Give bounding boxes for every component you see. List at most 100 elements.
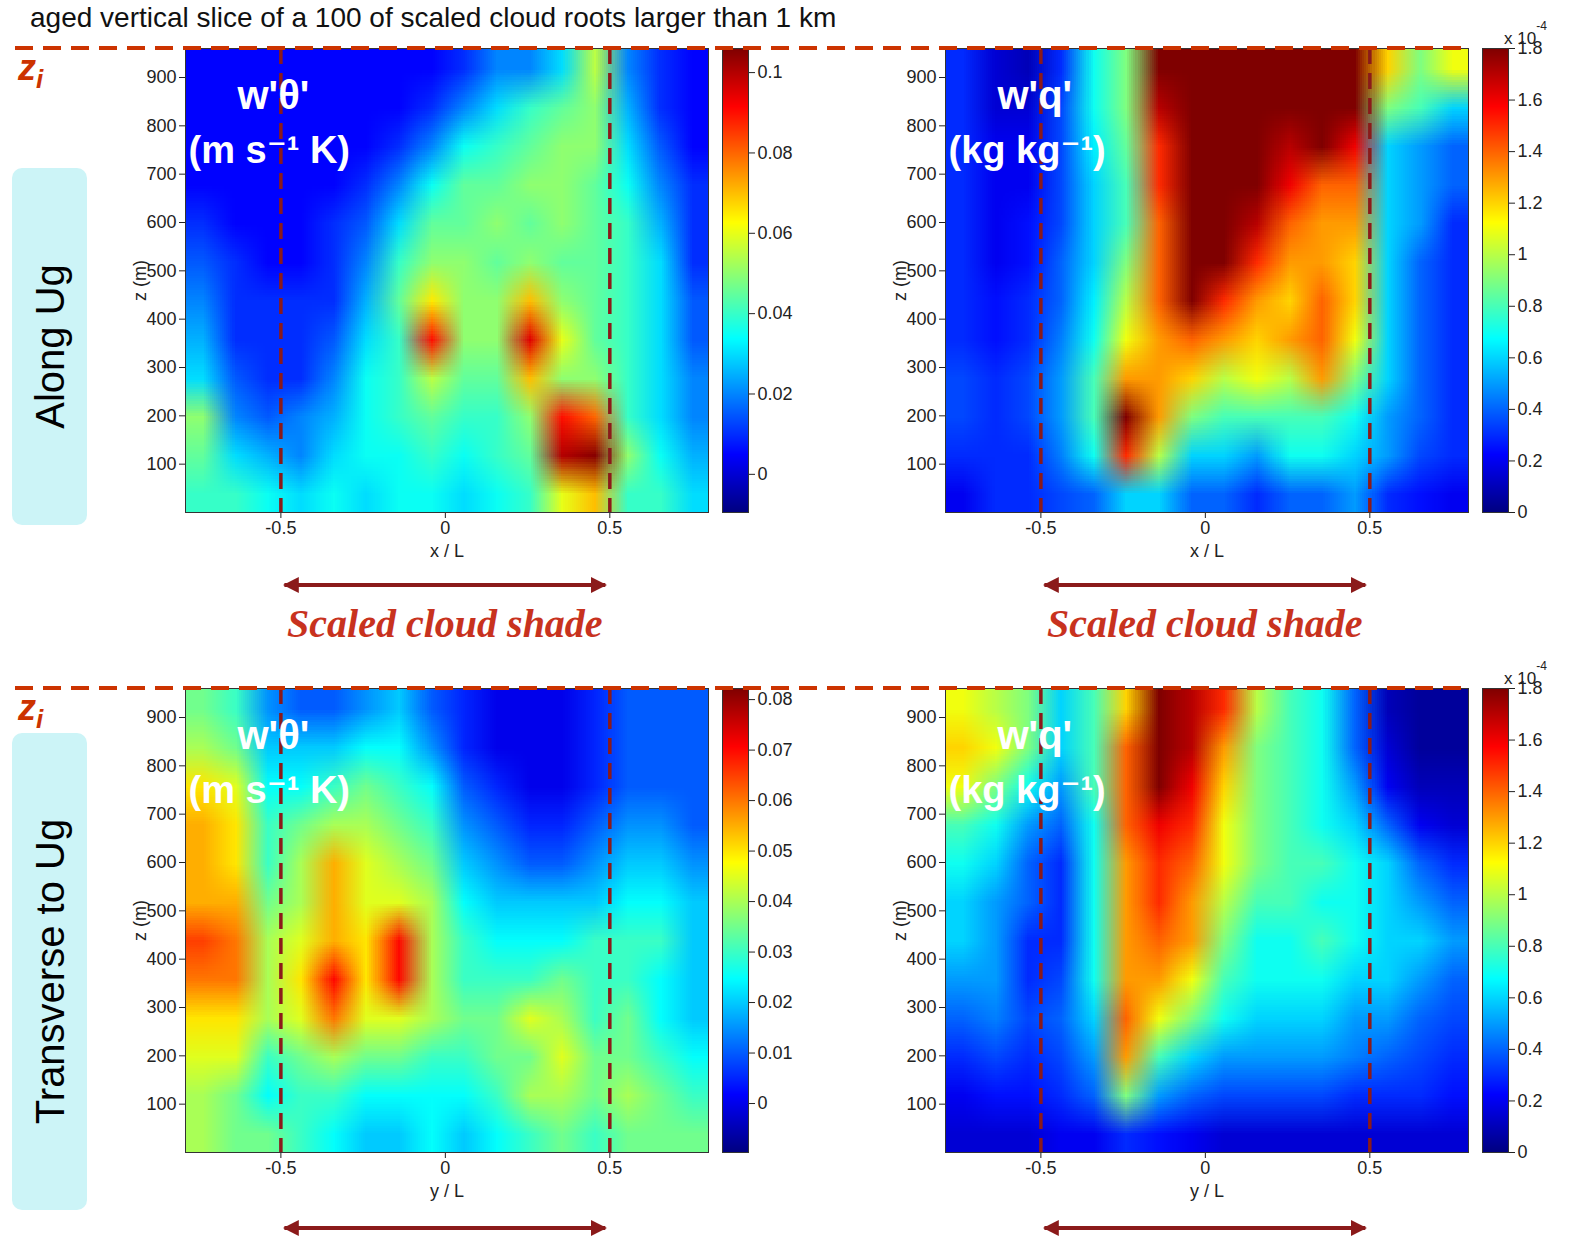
svg-text:Scaled cloud shade: Scaled cloud shade xyxy=(1047,601,1363,646)
svg-text:800: 800 xyxy=(146,756,176,776)
svg-text:-0.5: -0.5 xyxy=(1025,1158,1056,1178)
svg-text:x 10-4: x 10-4 xyxy=(1504,19,1547,48)
svg-text:x / L: x / L xyxy=(430,541,464,561)
svg-text:zi: zi xyxy=(17,687,44,734)
svg-text:300: 300 xyxy=(906,357,936,377)
svg-text:300: 300 xyxy=(906,997,936,1017)
svg-text:600: 600 xyxy=(906,212,936,232)
svg-text:0.04: 0.04 xyxy=(758,891,793,911)
svg-text:200: 200 xyxy=(906,1046,936,1066)
svg-text:Transverse to Ug: Transverse to Ug xyxy=(28,819,72,1124)
svg-text:700: 700 xyxy=(146,804,176,824)
svg-text:0.5: 0.5 xyxy=(597,518,622,538)
svg-text:0: 0 xyxy=(440,1158,450,1178)
svg-text:0.5: 0.5 xyxy=(1357,1158,1382,1178)
svg-text:x 10-4: x 10-4 xyxy=(1504,659,1547,688)
svg-text:400: 400 xyxy=(906,949,936,969)
svg-text:0.4: 0.4 xyxy=(1518,1039,1543,1059)
svg-text:z (m): z (m) xyxy=(130,260,150,301)
svg-text:0.08: 0.08 xyxy=(758,689,793,709)
svg-text:0.02: 0.02 xyxy=(758,992,793,1012)
svg-text:200: 200 xyxy=(146,1046,176,1066)
svg-text:w'q': w'q' xyxy=(997,713,1073,757)
svg-text:400: 400 xyxy=(146,309,176,329)
svg-text:0.6: 0.6 xyxy=(1518,348,1543,368)
svg-text:0.07: 0.07 xyxy=(758,740,793,760)
svg-text:500: 500 xyxy=(906,261,936,281)
svg-text:(kg kg⁻¹): (kg kg⁻¹) xyxy=(949,769,1106,811)
svg-text:100: 100 xyxy=(906,1094,936,1114)
svg-text:600: 600 xyxy=(906,852,936,872)
svg-text:700: 700 xyxy=(146,164,176,184)
svg-text:700: 700 xyxy=(906,164,936,184)
svg-text:z (m): z (m) xyxy=(890,260,910,301)
svg-text:1.4: 1.4 xyxy=(1518,781,1543,801)
svg-text:0.6: 0.6 xyxy=(1518,988,1543,1008)
svg-text:0: 0 xyxy=(758,464,768,484)
svg-text:w'θ': w'θ' xyxy=(237,713,310,757)
svg-text:0.5: 0.5 xyxy=(597,1158,622,1178)
svg-text:600: 600 xyxy=(146,852,176,872)
svg-text:-0.5: -0.5 xyxy=(1025,518,1056,538)
svg-text:100: 100 xyxy=(906,454,936,474)
svg-text:1.8: 1.8 xyxy=(1518,678,1543,698)
svg-text:700: 700 xyxy=(906,804,936,824)
svg-text:300: 300 xyxy=(146,997,176,1017)
svg-text:1.4: 1.4 xyxy=(1518,141,1543,161)
svg-text:400: 400 xyxy=(906,309,936,329)
svg-text:-0.5: -0.5 xyxy=(265,518,296,538)
svg-text:0: 0 xyxy=(758,1093,768,1113)
svg-text:100: 100 xyxy=(146,1094,176,1114)
svg-text:z (m): z (m) xyxy=(890,900,910,941)
svg-text:0.5: 0.5 xyxy=(1357,518,1382,538)
svg-text:0: 0 xyxy=(1518,502,1528,522)
svg-text:1: 1 xyxy=(1518,884,1528,904)
svg-text:-0.5: -0.5 xyxy=(265,1158,296,1178)
svg-text:800: 800 xyxy=(146,116,176,136)
svg-text:500: 500 xyxy=(906,901,936,921)
svg-text:200: 200 xyxy=(146,406,176,426)
svg-text:800: 800 xyxy=(906,756,936,776)
svg-text:1.2: 1.2 xyxy=(1518,193,1543,213)
svg-text:400: 400 xyxy=(146,949,176,969)
svg-text:0.1: 0.1 xyxy=(758,62,783,82)
svg-text:800: 800 xyxy=(906,116,936,136)
svg-text:1.2: 1.2 xyxy=(1518,833,1543,853)
svg-text:300: 300 xyxy=(146,357,176,377)
svg-text:1.6: 1.6 xyxy=(1518,730,1543,750)
svg-text:900: 900 xyxy=(146,707,176,727)
svg-text:500: 500 xyxy=(146,901,176,921)
svg-text:900: 900 xyxy=(146,67,176,87)
svg-text:0.8: 0.8 xyxy=(1518,936,1543,956)
svg-text:0.06: 0.06 xyxy=(758,223,793,243)
svg-text:0.4: 0.4 xyxy=(1518,399,1543,419)
svg-text:1.6: 1.6 xyxy=(1518,90,1543,110)
svg-text:1: 1 xyxy=(1518,244,1528,264)
svg-text:0: 0 xyxy=(440,518,450,538)
svg-text:0: 0 xyxy=(1200,518,1210,538)
svg-text:(kg kg⁻¹): (kg kg⁻¹) xyxy=(949,129,1106,171)
svg-text:900: 900 xyxy=(906,707,936,727)
svg-text:900: 900 xyxy=(906,67,936,87)
svg-text:0: 0 xyxy=(1200,1158,1210,1178)
svg-text:x / L: x / L xyxy=(1190,541,1224,561)
svg-text:(m s⁻¹ K): (m s⁻¹ K) xyxy=(189,769,351,811)
svg-text:Scaled cloud shade: Scaled cloud shade xyxy=(287,601,603,646)
svg-text:y / L: y / L xyxy=(1190,1181,1224,1201)
svg-text:200: 200 xyxy=(906,406,936,426)
svg-text:0.01: 0.01 xyxy=(758,1043,793,1063)
svg-text:0.04: 0.04 xyxy=(758,303,793,323)
svg-text:(m s⁻¹ K): (m s⁻¹ K) xyxy=(189,129,351,171)
svg-text:1.8: 1.8 xyxy=(1518,38,1543,58)
svg-text:0.08: 0.08 xyxy=(758,143,793,163)
svg-text:0.2: 0.2 xyxy=(1518,1091,1543,1111)
svg-text:0.03: 0.03 xyxy=(758,942,793,962)
svg-text:0.06: 0.06 xyxy=(758,790,793,810)
svg-text:100: 100 xyxy=(146,454,176,474)
svg-text:0.02: 0.02 xyxy=(758,384,793,404)
svg-text:500: 500 xyxy=(146,261,176,281)
svg-text:0.8: 0.8 xyxy=(1518,296,1543,316)
svg-text:600: 600 xyxy=(146,212,176,232)
svg-text:w'q': w'q' xyxy=(997,73,1073,117)
svg-text:0.05: 0.05 xyxy=(758,841,793,861)
